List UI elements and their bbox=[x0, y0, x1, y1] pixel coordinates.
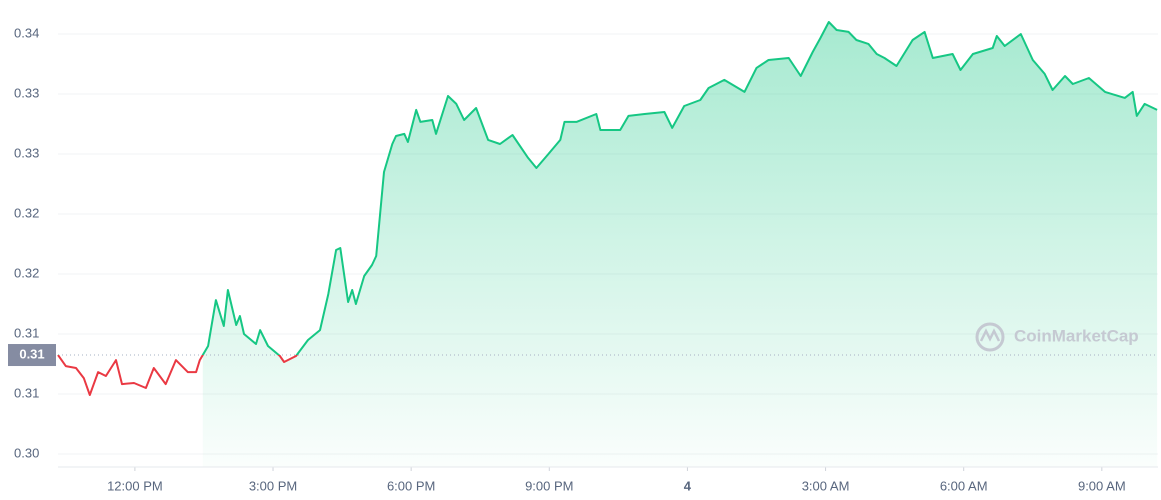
y-tick-label: 0.33 bbox=[14, 85, 39, 100]
y-tick-label: 0.34 bbox=[14, 25, 39, 40]
x-tick-label: 9:00 AM bbox=[1078, 478, 1126, 493]
plot bbox=[57, 21, 1158, 467]
y-tick-label: 0.32 bbox=[14, 265, 39, 280]
x-tick-label: 3:00 PM bbox=[249, 478, 297, 493]
y-tick-label: 0.31 bbox=[14, 325, 39, 340]
x-tick-label: 6:00 AM bbox=[940, 478, 988, 493]
baseline-label-box bbox=[8, 344, 56, 367]
watermark-logo bbox=[975, 322, 1005, 352]
x-tick-label: 12:00 PM bbox=[107, 478, 163, 493]
y-tick-label: 0.30 bbox=[14, 445, 39, 460]
y-tick-label: 0.31 bbox=[14, 385, 39, 400]
x-tick-label: 3:00 AM bbox=[802, 478, 850, 493]
watermark-text: CoinMarketCap bbox=[1014, 326, 1139, 345]
baseline-label: 0.31 bbox=[19, 346, 44, 361]
axes: 0.34 0.33 0.33 0.32 0.32 0.31 0.31 0.30 12:00 PM… bbox=[8, 25, 1158, 493]
area bbox=[202, 22, 1158, 467]
watermark: CoinMarketCap bbox=[975, 322, 1139, 352]
price-line bbox=[57, 21, 1158, 356]
x-tick-label: 9:00 PM bbox=[525, 478, 573, 493]
y-tick-label: 0.32 bbox=[14, 205, 39, 220]
watermark-logo-mark bbox=[979, 328, 1001, 342]
y-tick-label: 0.33 bbox=[14, 145, 39, 160]
x-tick-label: 4 bbox=[684, 478, 692, 493]
x-tick-label: 6:00 PM bbox=[387, 478, 435, 493]
